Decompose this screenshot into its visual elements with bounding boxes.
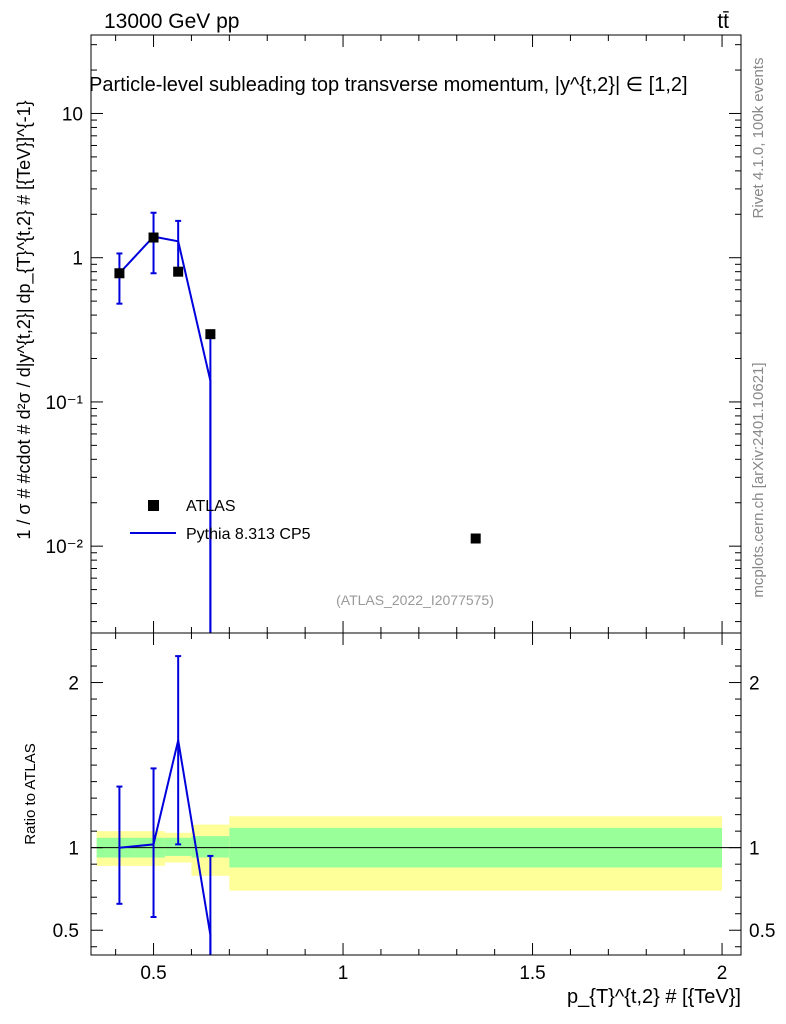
rivet-version-label: Rivet 4.1.0, 100k events <box>750 58 767 219</box>
atlas-marker-1 <box>148 232 159 243</box>
ratio-inner-band-3 <box>191 836 230 858</box>
main-content <box>114 211 481 633</box>
ratio-y-axis-label: Ratio to ATLAS <box>22 743 39 844</box>
ratio-y-tick-label-0: 0.5 <box>53 921 79 942</box>
main-y-tick-label-3: 10 <box>62 104 83 125</box>
analysis-watermark: (ATLAS_2022_I2077575) <box>336 592 494 608</box>
main-frame <box>90 34 742 634</box>
x-tick-label-0: 0.5 <box>140 963 166 984</box>
ratio-y-tick-label-2: 2 <box>68 674 79 695</box>
x-tick-label-2: 1.5 <box>519 963 545 984</box>
ratio-frame <box>90 632 742 956</box>
legend-atlas-marker <box>148 500 159 511</box>
main-ticks: 10⁻² 10⁻¹ 1 10 <box>46 35 741 633</box>
source-label: mcplots.cern.ch [arXiv:2401.10621] <box>750 362 767 597</box>
atlas-marker-3 <box>205 329 216 340</box>
collision-label: 13000 GeV pp <box>104 10 239 33</box>
x-axis-label: p_{T}^{t,2} # [{TeV}] <box>567 986 741 1008</box>
atlas-marker-0 <box>114 268 125 279</box>
legend-pythia-label: Pythia 8.313 CP5 <box>186 526 311 543</box>
ratio-panel: 0.5 0.5 1 1 2 2 0.5 1 1.5 2 Ratio to ATLAS p_{T}^… <box>22 632 775 1008</box>
main-title: Particle-level subleading top transverse… <box>89 74 688 96</box>
atlas-marker-4 <box>470 533 481 544</box>
main-y-axis-label: 1 / σ # #cdot # d²σ / d|y^{t,2}| dp_{T}^… <box>14 100 35 539</box>
main-y-tick-label-1: 10⁻¹ <box>46 393 84 414</box>
main-y-tick-label-0: 10⁻² <box>46 537 84 558</box>
x-tick-label-3: 2 <box>717 963 728 984</box>
ratio-y-tick-label-right-2: 2 <box>749 674 760 695</box>
ratio-content <box>91 655 741 955</box>
process-label: tt̄ <box>717 10 729 33</box>
legend: ATLAS Pythia 8.313 CP5 <box>130 498 311 543</box>
x-tick-label-1: 1 <box>338 963 349 984</box>
ratio-y-tick-label-right-0: 0.5 <box>749 921 775 942</box>
ratio-ticks: 0.5 0.5 1 1 2 2 0.5 1 1.5 2 <box>53 633 775 984</box>
main-y-tick-label-2: 1 <box>72 249 83 270</box>
pythia-line <box>118 235 212 633</box>
main-panel: 10⁻² 10⁻¹ 1 10 Particle-level subleading to… <box>14 34 742 634</box>
ratio-y-tick-label-right-1: 1 <box>749 839 760 860</box>
ratio-y-tick-label-1: 1 <box>68 839 79 860</box>
atlas-marker-2 <box>173 266 184 277</box>
legend-atlas-label: ATLAS <box>186 498 236 515</box>
ratio-inner-band-2 <box>164 837 192 856</box>
